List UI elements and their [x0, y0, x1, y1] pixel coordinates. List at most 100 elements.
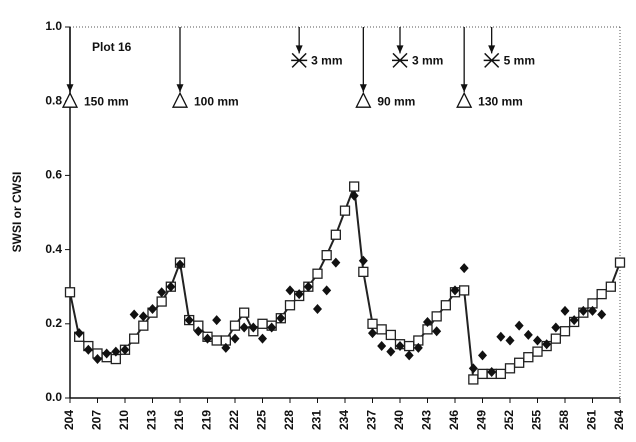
diamond-marker — [514, 320, 524, 331]
x-tick-label: 237 — [365, 410, 379, 430]
x-tick-label: 243 — [420, 410, 434, 430]
square-marker — [339, 205, 351, 216]
irrigation-label: 100 mm — [194, 94, 239, 108]
diamond-marker — [248, 322, 258, 333]
x-tick-label: 213 — [145, 410, 159, 430]
diamond-marker — [303, 281, 313, 292]
diamond-marker — [239, 322, 249, 333]
diamond-marker — [551, 322, 561, 333]
diamond-marker — [331, 257, 341, 268]
diamond-marker — [157, 287, 167, 298]
irrigation-marker — [171, 91, 189, 108]
diamond-marker — [203, 333, 212, 344]
plot-label: Plot 16 — [92, 40, 132, 54]
square-marker — [523, 352, 534, 363]
irrigation-label: 90 mm — [377, 94, 415, 108]
diamond-marker — [258, 333, 267, 344]
diamond-marker — [83, 344, 93, 355]
y-tick-label: 1.0 — [45, 19, 62, 33]
diamond-marker — [358, 255, 368, 266]
diamond-marker — [450, 285, 460, 296]
square-marker — [239, 307, 250, 318]
diamond-marker — [230, 333, 240, 344]
y-tick-label: 0.2 — [45, 316, 62, 330]
x-tick-label: 264 — [612, 410, 626, 430]
square-marker — [284, 300, 296, 311]
diamond-marker — [74, 328, 84, 339]
square-marker — [257, 318, 268, 329]
rain-label: 3 mm — [412, 54, 443, 68]
diamond-marker — [166, 281, 176, 292]
square-marker — [605, 281, 616, 292]
square-marker — [559, 326, 571, 337]
diamond-marker — [221, 342, 231, 353]
diamond-marker — [505, 335, 515, 346]
y-tick-label: 0.6 — [45, 168, 62, 182]
square-marker — [468, 374, 479, 385]
y-axis-label: SWSI or CWSI — [10, 172, 24, 253]
square-marker — [614, 257, 626, 268]
diamond-marker — [496, 331, 506, 342]
diamond-marker — [93, 354, 102, 365]
diamond-marker — [102, 348, 112, 359]
diamond-marker — [386, 346, 396, 357]
diamond-marker — [212, 315, 222, 326]
x-tick-label: 249 — [475, 410, 489, 430]
diamond-marker — [377, 341, 387, 352]
diamond-marker — [313, 303, 322, 314]
diamond-marker — [542, 339, 552, 350]
irrigation-marker — [61, 91, 79, 108]
irrigation-label: 130 mm — [478, 94, 523, 108]
square-marker — [358, 266, 369, 278]
x-tick-label: 207 — [90, 410, 104, 430]
x-tick-label: 231 — [310, 410, 324, 430]
arrow-head — [176, 84, 184, 93]
diamond-marker — [120, 344, 130, 355]
square-marker — [404, 340, 415, 352]
diamond-marker — [294, 289, 304, 300]
x-tick-label: 246 — [447, 410, 461, 430]
diamond-marker — [487, 367, 497, 378]
square-marker — [440, 300, 451, 311]
diamond-marker — [138, 311, 148, 322]
rain-marker — [392, 52, 408, 68]
diamond-marker — [413, 342, 423, 353]
arrow-head — [396, 45, 404, 54]
y-tick-label: 0.0 — [45, 390, 62, 404]
square-marker — [64, 287, 76, 298]
irrigation-marker — [456, 91, 473, 108]
square-marker — [596, 288, 607, 300]
square-marker — [312, 268, 323, 279]
x-tick-label: 210 — [117, 410, 131, 430]
x-tick-label: 225 — [255, 410, 269, 430]
y-tick-label: 0.8 — [45, 93, 62, 107]
diamond-marker — [468, 363, 478, 374]
square-marker — [321, 250, 332, 261]
rain-label: 3 mm — [311, 54, 342, 68]
diamond-marker — [184, 315, 194, 326]
square-marker — [156, 296, 167, 307]
diamond-marker — [368, 328, 377, 339]
diamond-marker — [267, 322, 277, 333]
y-tick-label: 0.4 — [45, 242, 62, 256]
arrow-head — [488, 45, 496, 54]
diamond-marker — [560, 305, 570, 316]
irrigation-label: 150 mm — [84, 94, 129, 108]
diamond-marker — [148, 303, 157, 314]
diamond-marker — [478, 350, 487, 361]
square-marker — [459, 285, 470, 296]
square-marker — [477, 368, 488, 380]
diamond-marker — [395, 341, 405, 352]
diamond-marker — [349, 190, 359, 201]
square-marker — [532, 346, 543, 357]
arrow-head — [295, 45, 303, 54]
x-tick-label: 204 — [62, 410, 76, 430]
square-marker — [349, 181, 360, 192]
arrow-head — [359, 84, 367, 93]
diamond-marker — [569, 315, 579, 326]
arrow-head — [66, 84, 74, 93]
diamond-marker — [111, 346, 121, 357]
diamond-marker — [597, 309, 607, 320]
square-marker — [376, 324, 387, 335]
